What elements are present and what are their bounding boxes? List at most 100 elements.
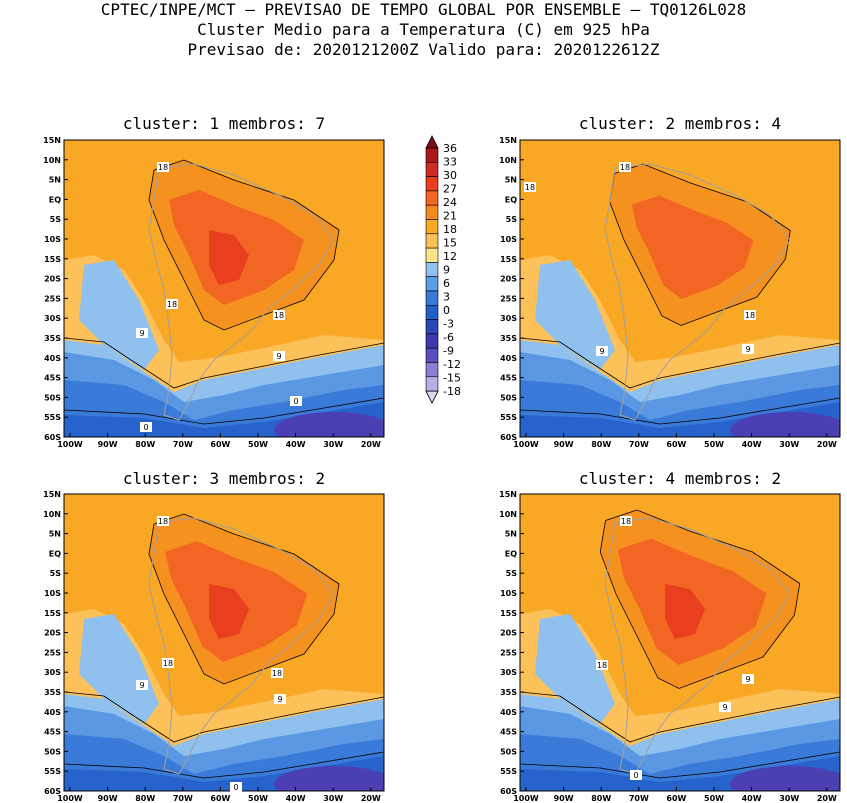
lat-label: 45S	[500, 728, 517, 737]
field-27	[209, 584, 249, 639]
field-27	[665, 584, 705, 639]
lat-label: 5N	[505, 176, 517, 185]
lon-label: 100W	[57, 794, 83, 803]
lat-label: 25S	[500, 294, 517, 303]
map-panel-3: 15N 10N 5N EQ 5S 10S 15S 20S 25S 30S 35S 40S 45S 50S 5…	[43, 490, 385, 803]
field-minus6	[274, 412, 384, 437]
colorbar-label: 21	[443, 210, 457, 223]
colorbar-label: -12	[443, 358, 461, 371]
lat-label: 10N	[43, 156, 61, 165]
lat-label: 45S	[44, 728, 61, 737]
colorbar-segment	[425, 376, 439, 392]
contour-label: 9	[277, 695, 282, 704]
contour-label: 18	[163, 659, 173, 668]
field-24	[632, 195, 754, 299]
lat-label: 45S	[44, 374, 61, 383]
colorbar-label: -18	[443, 385, 461, 398]
colorbar-label: 12	[443, 250, 457, 263]
contour-label: 18	[620, 163, 630, 172]
lon-label: 80W	[135, 794, 155, 803]
lon-label: 80W	[591, 440, 611, 449]
lat-label: 30S	[44, 314, 61, 323]
lat-label: 45S	[500, 374, 517, 383]
lat-label: 5N	[49, 176, 61, 185]
contour-label-box	[596, 660, 608, 670]
contour-label: 9	[745, 345, 750, 354]
colorbar-label: 24	[443, 196, 457, 209]
contour-label: 18	[745, 311, 755, 320]
map-fill	[520, 140, 840, 437]
lon-label: 20W	[817, 440, 837, 449]
lat-label: 15N	[43, 136, 61, 145]
lat-label: EQ	[505, 549, 517, 558]
lat-label: EQ	[49, 195, 61, 204]
colorbar-segment	[425, 276, 439, 292]
contour-label-box	[230, 782, 242, 792]
lat-label: 5S	[506, 215, 518, 224]
colorbar-label: 9	[443, 264, 450, 277]
contour-0	[64, 397, 384, 425]
panel-2-title: cluster: 2 membros: 4	[578, 114, 782, 133]
lat-label: 15N	[499, 136, 517, 145]
coastline	[148, 517, 335, 775]
panel-4-title: cluster: 4 membros: 2	[578, 469, 782, 488]
contour-label: 18	[621, 517, 631, 526]
colorbar-segment	[425, 219, 439, 235]
lon-label: 40W	[742, 794, 762, 803]
lat-label: 35S	[44, 688, 61, 697]
colorbar-segment	[425, 333, 439, 349]
contour-label-box	[162, 658, 174, 668]
panel-3-title: cluster: 3 membros: 2	[122, 469, 326, 488]
lat-label: 5N	[49, 530, 61, 539]
colorbar-segment	[425, 162, 439, 177]
lat-label: 15S	[44, 255, 61, 264]
colorbar-segment	[425, 362, 439, 378]
lon-label: 100W	[513, 794, 539, 803]
contour-label: 0	[293, 397, 298, 406]
contour-label-box	[136, 328, 148, 338]
contour-label: 0	[143, 423, 148, 432]
lat-label: 10N	[499, 156, 517, 165]
lat-label: EQ	[49, 549, 61, 558]
lat-label: 60S	[44, 787, 61, 796]
lon-label: 50W	[248, 440, 268, 449]
lat-label: 10N	[43, 510, 61, 519]
lon-label: 20W	[817, 794, 837, 803]
contour-18	[148, 159, 340, 331]
lon-label: 70W	[173, 440, 193, 449]
lon-label: 80W	[591, 794, 611, 803]
field-9	[79, 260, 159, 370]
lon-label: 60W	[666, 440, 686, 449]
header-date-line: Previsao de: 2020121200Z Valido para: 20…	[187, 40, 660, 59]
lon-label: 80W	[135, 440, 155, 449]
lon-label: 90W	[98, 440, 118, 449]
lat-label: 50S	[44, 393, 61, 402]
lat-label: 55S	[44, 413, 61, 422]
contour-18	[599, 509, 801, 689]
coastline	[148, 163, 335, 421]
lon-label: 20W	[361, 794, 381, 803]
contour-label: 0	[633, 771, 638, 780]
contour-label: 18	[158, 163, 168, 172]
map-frame	[519, 493, 841, 792]
colorbar-segment	[425, 204, 439, 220]
contour-label-box	[744, 310, 756, 320]
lat-label: 25S	[500, 648, 517, 657]
colorbar-label: 18	[443, 223, 457, 236]
colorbar-segment	[425, 147, 439, 163]
lon-label: 60W	[210, 794, 230, 803]
colorbar-label: 0	[443, 304, 450, 317]
colorbar-label: 6	[443, 277, 450, 290]
lon-label: 30W	[323, 794, 343, 803]
contour-label-box	[290, 396, 302, 406]
lat-label: 55S	[500, 767, 517, 776]
lat-label: 50S	[500, 393, 517, 402]
contour-9	[520, 337, 840, 389]
lon-label: 30W	[323, 440, 343, 449]
coastline	[604, 517, 791, 775]
contour-9	[64, 691, 384, 743]
lat-label: 60S	[500, 433, 517, 442]
contour-9	[520, 691, 840, 743]
lat-label: 25S	[44, 294, 61, 303]
